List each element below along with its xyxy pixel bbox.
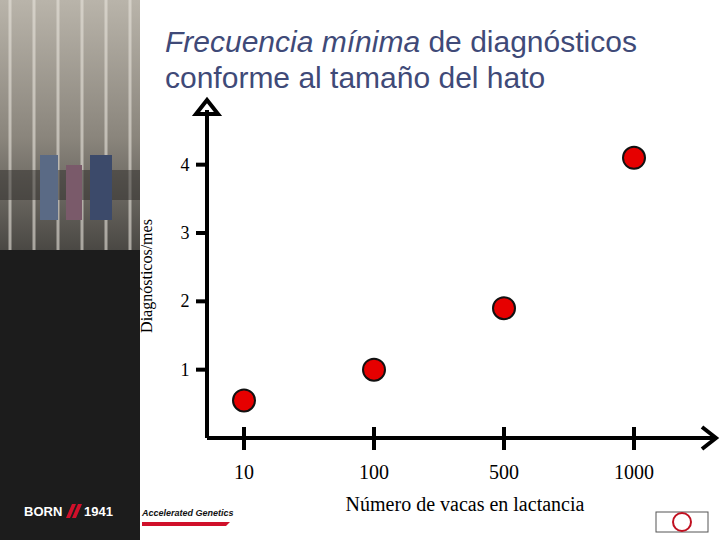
y-tick	[196, 231, 207, 235]
logo-slash	[66, 504, 82, 518]
x-tick-label: 1000	[614, 461, 654, 483]
photo-panel	[0, 0, 140, 250]
x-tick-label: 500	[489, 461, 519, 483]
x-tick	[632, 427, 636, 450]
logo-circle	[673, 513, 691, 531]
person	[40, 155, 58, 220]
title: Frecuencia mínima de diagnósticos confor…	[165, 24, 715, 96]
x-axis	[207, 436, 714, 440]
stage: BORN 1941 Accelerated Genetics 1 2 3 4 10 100 500…	[0, 0, 720, 540]
barn-post	[9, 0, 12, 250]
y-axis-label: Diagnósticos/mes	[138, 219, 156, 333]
y-tick-label: 4	[181, 155, 190, 175]
barn-post	[129, 0, 132, 250]
y-tick-label: 1	[181, 360, 190, 380]
y-tick	[196, 299, 207, 303]
y-arrow	[196, 100, 218, 114]
x-axis-label: Número de vacas en lactancia	[346, 493, 585, 515]
point	[233, 389, 255, 411]
x-tick-label: 100	[359, 461, 389, 483]
logo-bar	[142, 522, 230, 526]
point	[363, 359, 385, 381]
person	[90, 155, 112, 220]
points	[233, 147, 645, 412]
barn-post	[33, 0, 36, 250]
y-axis	[205, 110, 209, 438]
x-tick	[372, 427, 376, 450]
person	[66, 165, 82, 220]
x-arrow	[702, 427, 716, 449]
x-tick-label: 10	[234, 461, 254, 483]
y-tick	[196, 368, 207, 372]
dark-panel	[0, 250, 140, 540]
y-tick-label: 2	[181, 291, 190, 311]
x-tick	[502, 427, 506, 450]
point	[493, 297, 515, 319]
y-tick	[196, 163, 207, 167]
point	[623, 147, 645, 169]
logo-text: Accelerated Genetics	[141, 508, 234, 518]
y-tick-label: 3	[181, 223, 190, 243]
logo-text: 1941	[84, 504, 113, 519]
logo-text: BORN	[24, 504, 62, 519]
x-tick	[242, 427, 246, 450]
logo-box	[656, 512, 708, 532]
